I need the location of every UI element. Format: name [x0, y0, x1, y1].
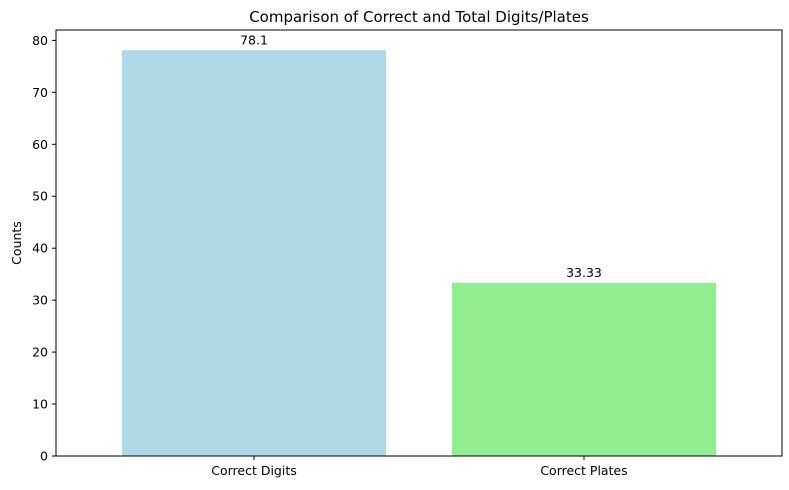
bar-1 — [452, 282, 716, 456]
bars-group: 78.1 33.33 — [122, 32, 716, 456]
y-tick-label-5: 50 — [32, 189, 48, 204]
y-tick-label-1: 10 — [32, 397, 48, 412]
y-tick-label-2: 20 — [32, 345, 48, 360]
plot-frame — [55, 29, 783, 457]
x-tick-label-0: Correct Digits — [211, 463, 297, 478]
chart-title: Comparison of Correct and Total Digits/P… — [249, 8, 589, 26]
y-axis: 0 10 20 30 40 50 60 70 80 — [32, 33, 56, 464]
y-tick-label-3: 30 — [32, 293, 48, 308]
y-tick-label-6: 60 — [32, 137, 48, 152]
x-tick-label-1: Correct Plates — [540, 463, 627, 478]
y-tick-label-7: 70 — [32, 85, 48, 100]
y-axis-label: Counts — [9, 221, 24, 265]
data-label-1: 33.33 — [566, 265, 602, 280]
bar-0 — [122, 50, 386, 456]
y-tick-label-0: 0 — [40, 449, 48, 464]
y-tick-label-8: 80 — [32, 33, 48, 48]
x-axis: Correct Digits Correct Plates — [211, 456, 628, 478]
data-label-0: 78.1 — [240, 32, 268, 47]
y-tick-label-4: 40 — [32, 241, 48, 256]
